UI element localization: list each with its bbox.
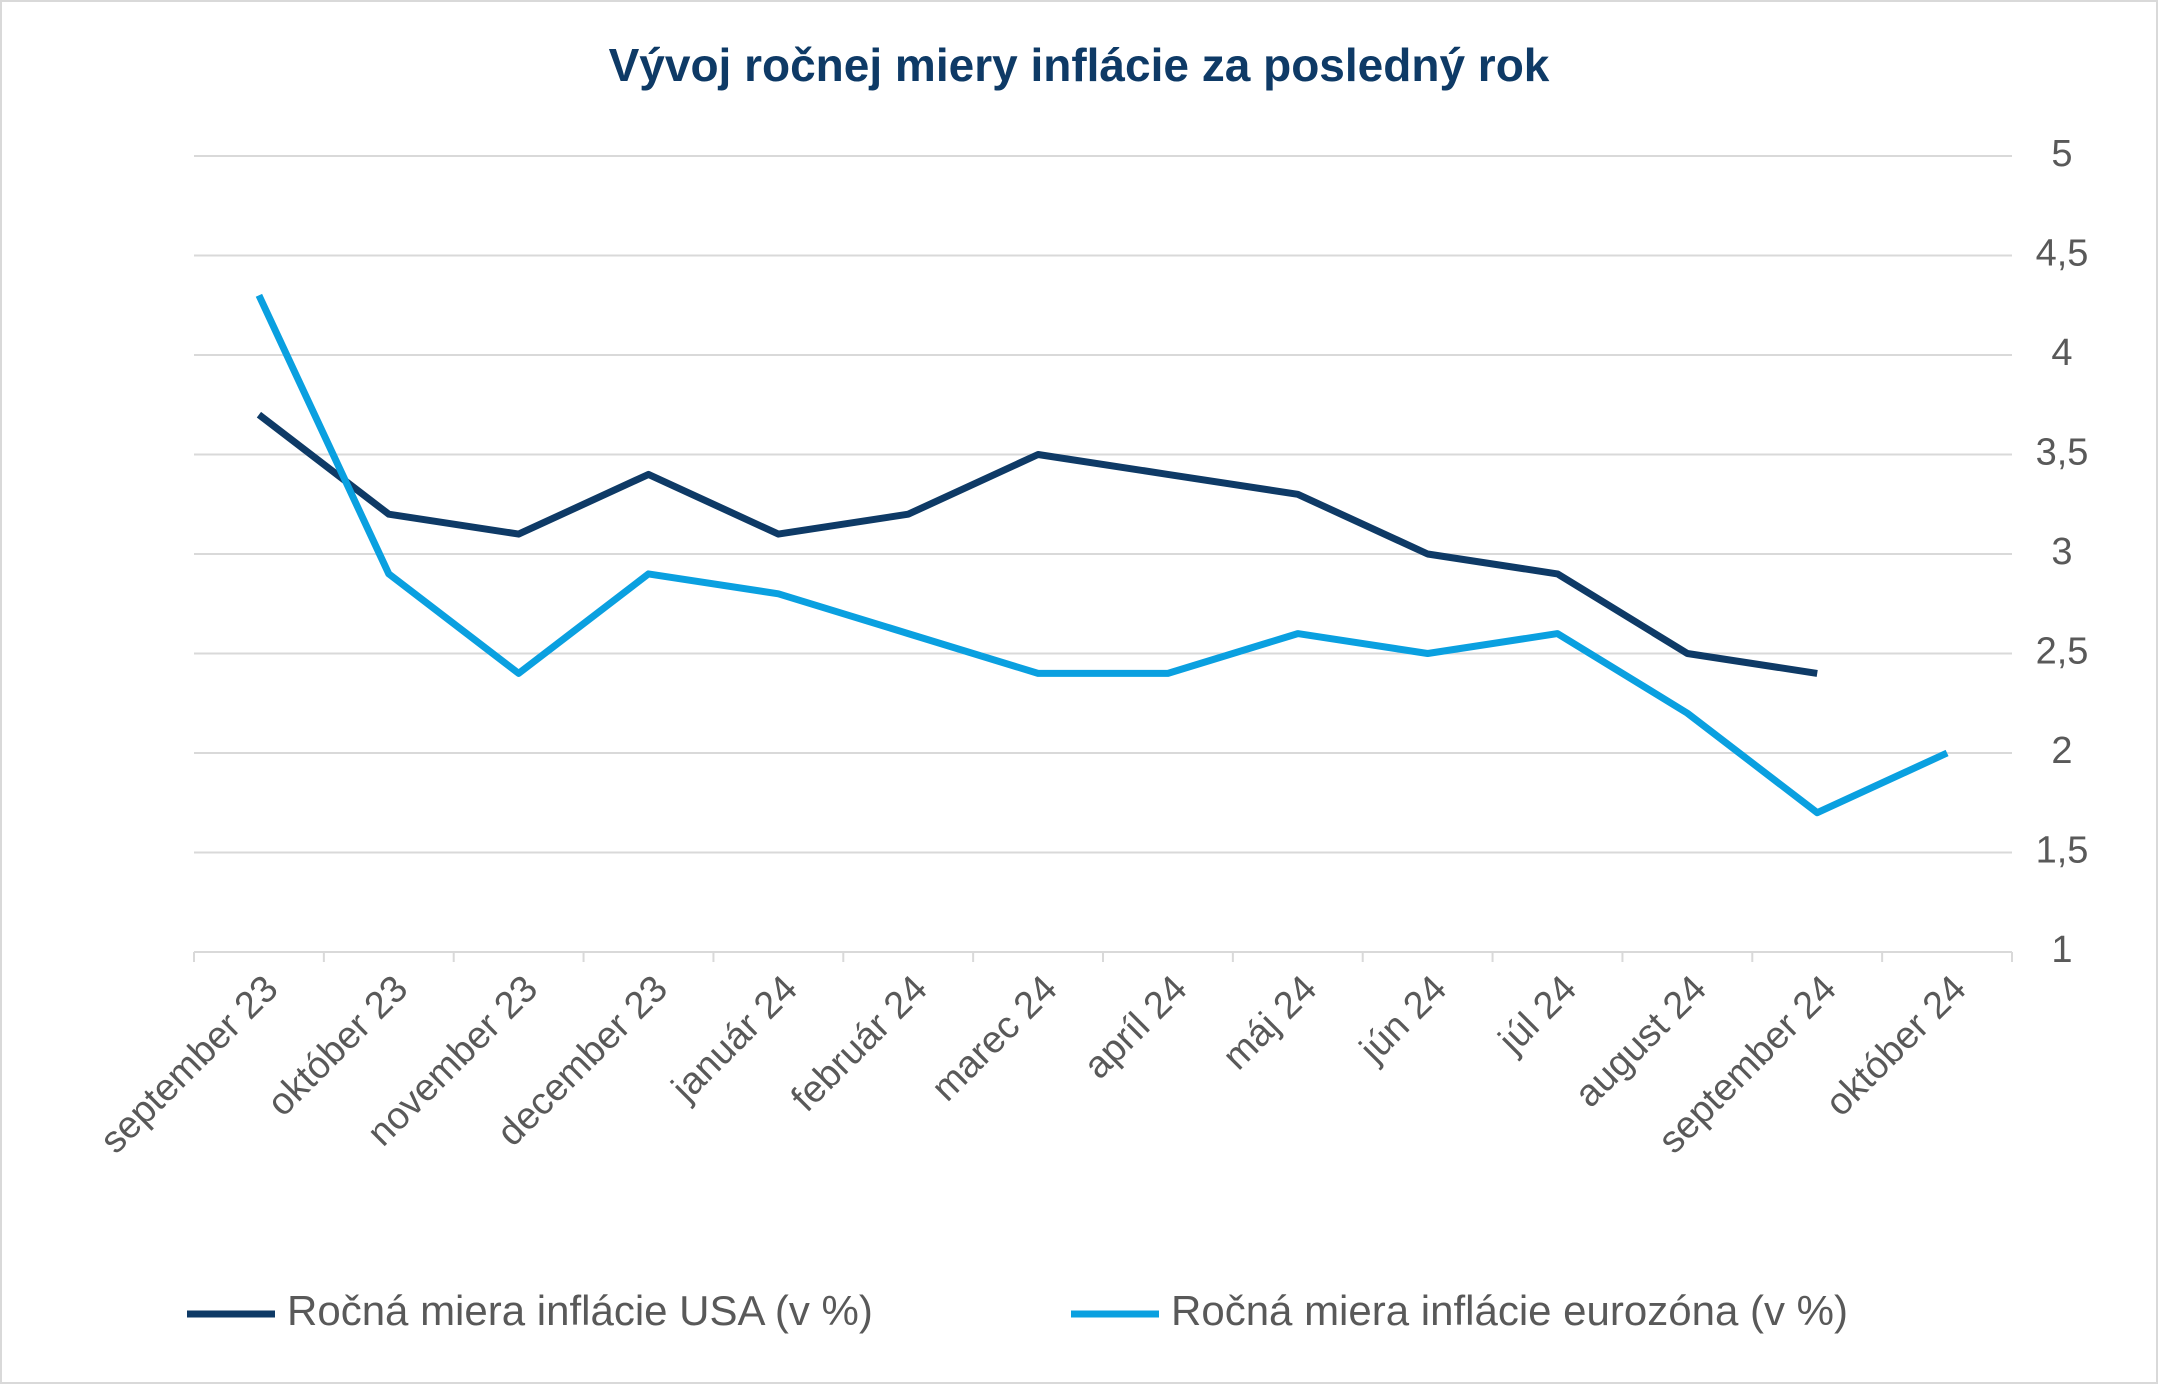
legend-label: Ročná miera inflácie USA (v %) (287, 1287, 873, 1334)
legend-label: Ročná miera inflácie eurozóna (v %) (1171, 1287, 1848, 1334)
y-tick-label: 5 (2051, 133, 2072, 175)
y-tick-label: 1,5 (2036, 830, 2089, 872)
y-tick-label: 3 (2051, 531, 2072, 573)
y-tick-label: 4,5 (2036, 233, 2089, 275)
y-tick-label: 4 (2051, 332, 2072, 374)
chart-title: Vývoj ročnej miery inflácie za posledný … (609, 39, 1550, 91)
y-tick-label: 2,5 (2036, 631, 2089, 673)
y-tick-label: 3,5 (2036, 432, 2089, 474)
series-line (256, 411, 1818, 677)
y-tick-label: 1 (2051, 929, 2072, 971)
series-line (255, 293, 1949, 817)
y-tick-label: 2 (2051, 730, 2072, 772)
